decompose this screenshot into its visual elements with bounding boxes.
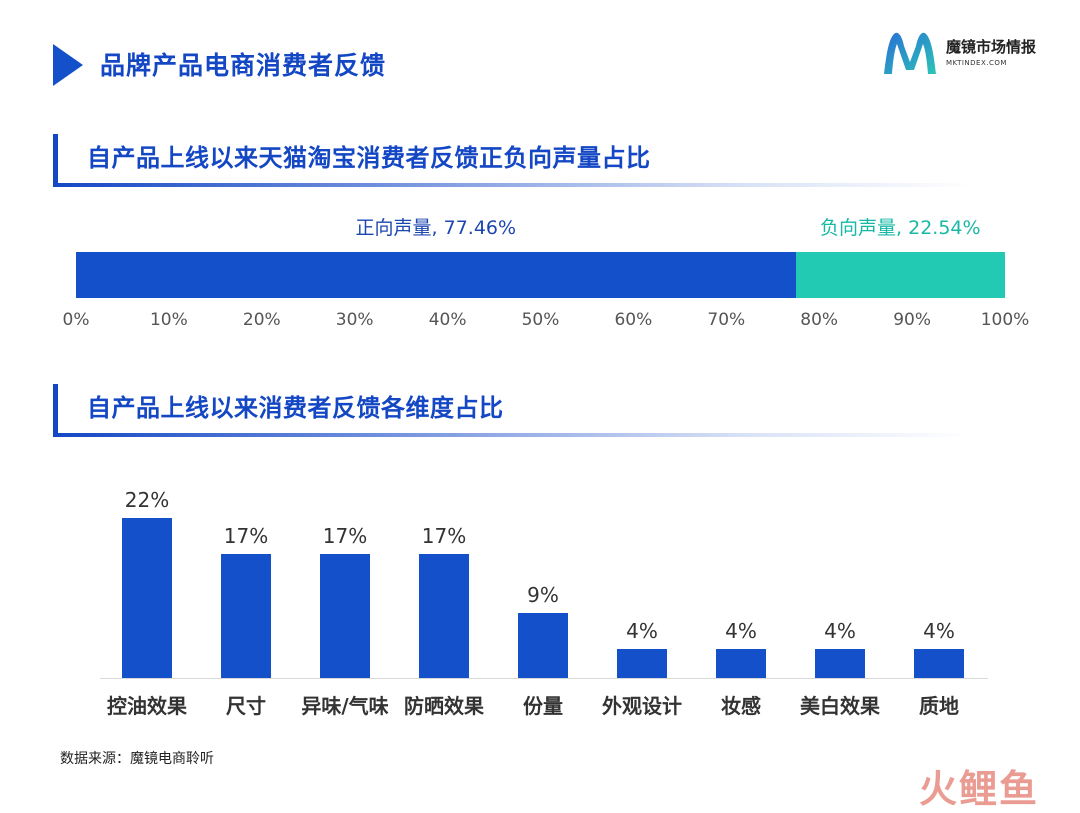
page-header: 品牌产品电商消费者反馈 魔镜市场情报 MKTINDEX.COM xyxy=(0,0,1080,110)
positive-volume-bar xyxy=(76,252,796,298)
x-tick-label: 30% xyxy=(335,310,374,330)
bar-value-label: 4% xyxy=(824,618,856,643)
section-title-sentiment: 自产品上线以来天猫淘宝消费者反馈正负向声量占比 xyxy=(87,144,651,172)
section-accent-bar xyxy=(53,134,58,186)
brand-name: 魔镜市场情报 xyxy=(946,38,1037,56)
bar xyxy=(815,648,865,678)
negative-volume-label: 负向声量, 22.54% xyxy=(820,217,981,239)
x-tick-label: 20% xyxy=(242,310,281,330)
negative-volume-bar xyxy=(795,252,1005,298)
section-header-dimensions: 自产品上线以来消费者反馈各维度占比 xyxy=(53,384,983,440)
x-tick-label: 60% xyxy=(614,310,653,330)
section-header-sentiment: 自产品上线以来天猫淘宝消费者反馈正负向声量占比 xyxy=(53,134,983,190)
bar-value-label: 9% xyxy=(527,582,559,607)
x-tick-label: 40% xyxy=(428,310,467,330)
bar xyxy=(419,554,469,678)
brand-block: 魔镜市场情报 MKTINDEX.COM xyxy=(880,28,1060,84)
bar-value-label: 4% xyxy=(923,618,955,643)
bar-value-label: 17% xyxy=(223,524,269,549)
data-source-note: 数据来源：魔镜电商聆听 xyxy=(60,751,214,767)
section-title-dimensions: 自产品上线以来消费者反馈各维度占比 xyxy=(87,394,504,422)
bar xyxy=(716,648,766,678)
positive-volume-label: 正向声量, 77.46% xyxy=(355,217,517,239)
x-tick-label: 10% xyxy=(149,310,188,330)
x-tick-label: 90% xyxy=(893,310,931,330)
category-label: 美白效果 xyxy=(800,694,880,718)
stacked-bar-track xyxy=(76,252,1005,298)
category-label: 控油效果 xyxy=(107,694,187,718)
x-tick-label: 0% xyxy=(62,310,90,330)
watermark: 火鲤鱼 xyxy=(919,767,1040,811)
bar xyxy=(617,648,667,678)
page-title: 品牌产品电商消费者反馈 xyxy=(100,51,387,80)
category-label: 外观设计 xyxy=(602,694,682,718)
bar xyxy=(221,554,271,678)
bar-value-label: 22% xyxy=(124,488,170,512)
x-tick-label: 50% xyxy=(521,310,560,330)
bar xyxy=(518,612,568,678)
category-label: 尺寸 xyxy=(226,694,266,718)
x-tick-label: 100% xyxy=(980,310,1030,330)
category-label: 妆感 xyxy=(721,694,761,718)
x-tick-label: 70% xyxy=(707,310,746,330)
x-tick-label: 80% xyxy=(800,310,839,330)
category-label: 防晒效果 xyxy=(404,694,484,718)
section-underline xyxy=(53,433,973,437)
brand-url: MKTINDEX.COM xyxy=(946,59,1007,67)
title-triangle-icon xyxy=(53,44,83,86)
bar xyxy=(320,554,370,678)
category-label: 质地 xyxy=(919,694,959,718)
bar-value-label: 17% xyxy=(421,524,467,549)
section-underline xyxy=(53,183,973,187)
bar-value-label: 4% xyxy=(626,618,658,643)
bar-value-label: 4% xyxy=(725,618,757,643)
brand-logo-icon xyxy=(884,32,936,74)
section-accent-bar xyxy=(53,384,58,436)
bar xyxy=(122,518,172,678)
bar-value-label: 17% xyxy=(322,524,368,549)
category-label: 异味/气味 xyxy=(301,694,389,718)
x-axis-baseline xyxy=(100,678,988,679)
bar xyxy=(914,648,964,678)
category-label: 份量 xyxy=(523,694,563,718)
